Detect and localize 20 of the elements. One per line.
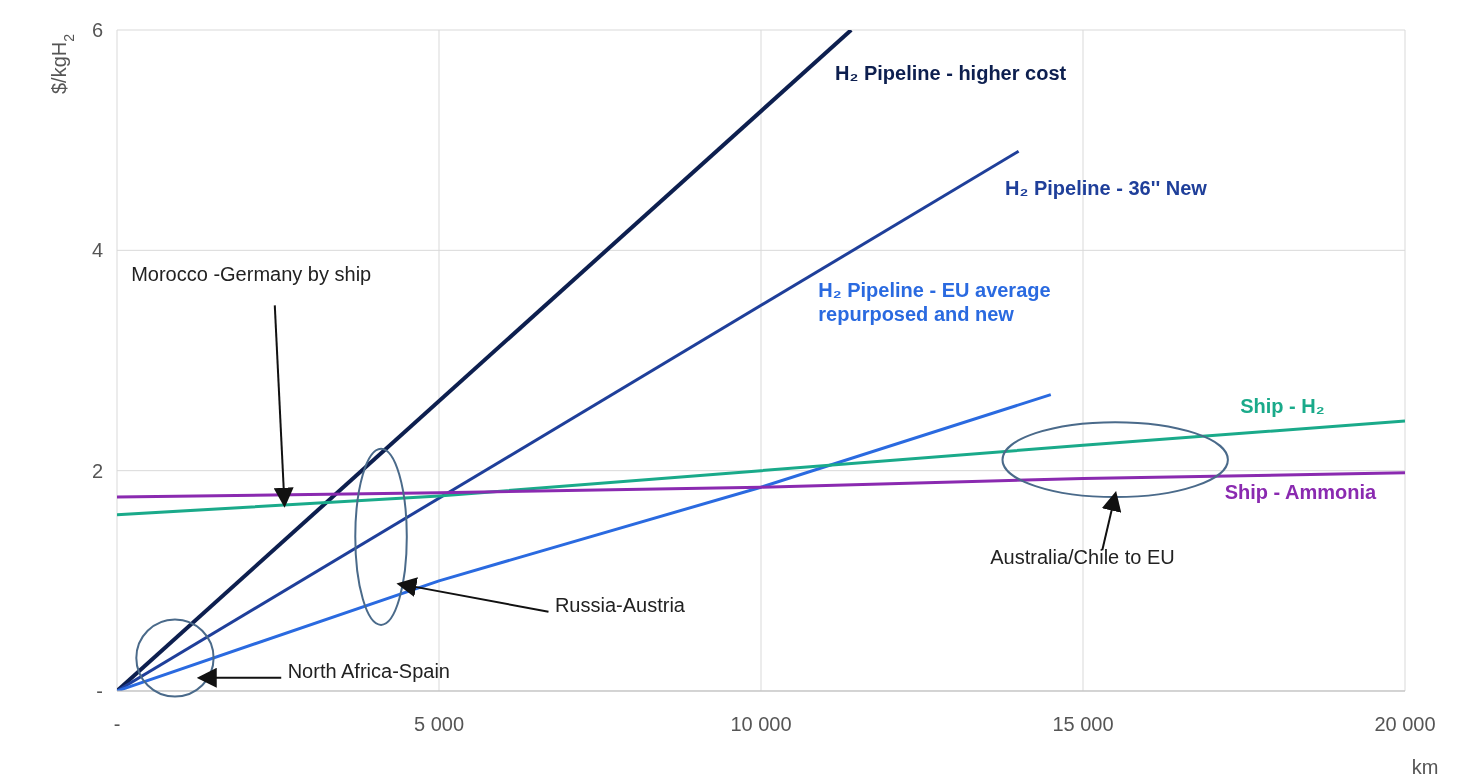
- y-tick-label: -: [96, 680, 103, 703]
- x-axis-title: km: [1411, 756, 1439, 778]
- series-label: H₂ Pipeline - 36'' New: [1005, 177, 1208, 200]
- x-tick-label: 5 000: [413, 713, 465, 736]
- series-label: H₂ Pipeline - higher cost: [835, 61, 1067, 84]
- x-tick-label: 10 000: [730, 713, 792, 736]
- series-label: Ship - Ammonia: [1224, 481, 1378, 504]
- x-tick-label: 15 000: [1052, 713, 1114, 736]
- y-tick-label: 2: [91, 459, 103, 482]
- annotation: Morocco -Germany by ship: [131, 263, 372, 286]
- y-tick-label: 4: [91, 239, 103, 262]
- annotation: Russia-Austria: [554, 593, 686, 616]
- line-series: [117, 419, 1405, 517]
- x-tick-label: -: [113, 713, 121, 736]
- annotation: Australia/Chile to EU: [990, 546, 1175, 569]
- y-tick-label: 6: [91, 19, 103, 42]
- series-label: Ship - H₂: [1240, 395, 1325, 418]
- x-tick-label: 20 000: [1374, 713, 1436, 736]
- annotation: North Africa-Spain: [287, 659, 450, 682]
- text: H₂ Pipeline - EU average repurposed and new: [818, 278, 1051, 325]
